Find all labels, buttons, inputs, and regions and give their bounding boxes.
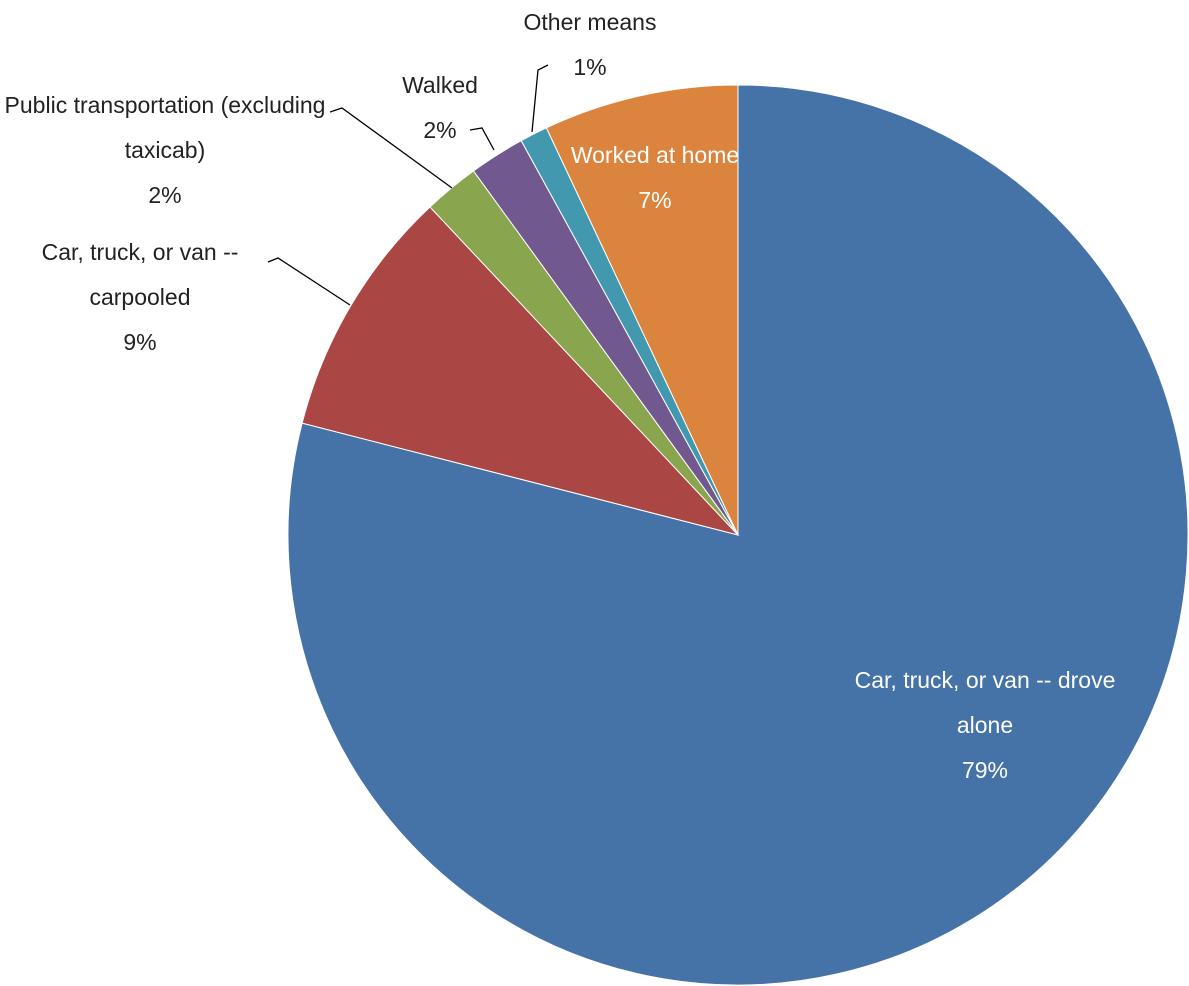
- slice-percent: 1%: [573, 54, 607, 80]
- slice-name: Car, truck, or van -- carpooled: [41, 239, 239, 310]
- data-label: Worked at home 7%: [570, 133, 740, 223]
- leader-line: [329, 107, 453, 189]
- pie-slice: [301, 206, 740, 536]
- slice-percent: 2%: [423, 117, 457, 143]
- slice-name: Other means: [523, 9, 657, 35]
- data-label: Public transportation (excluding taxicab…: [0, 83, 330, 218]
- leader-line: [531, 64, 549, 133]
- slice-name: Public transportation (excluding taxicab…: [4, 92, 326, 163]
- data-label: Car, truck, or van -- carpooled 9%: [5, 230, 275, 365]
- slice-percent: 7%: [638, 187, 672, 213]
- slice-percent: 79%: [961, 757, 1009, 783]
- data-label: Car, truck, or van -- drove alone 79%: [840, 658, 1130, 793]
- leader-line: [267, 257, 351, 306]
- slice-percent: 2%: [148, 182, 182, 208]
- data-label: Other means 1%: [490, 0, 690, 90]
- data-label: Walked 2%: [380, 63, 500, 153]
- slice-percent: 9%: [123, 329, 157, 355]
- slice-name: Car, truck, or van -- drove alone: [854, 667, 1116, 738]
- pie-slice: [545, 84, 739, 536]
- slice-name: Worked at home: [570, 142, 740, 168]
- leader-line: [469, 127, 495, 151]
- slice-name: Walked: [402, 72, 478, 98]
